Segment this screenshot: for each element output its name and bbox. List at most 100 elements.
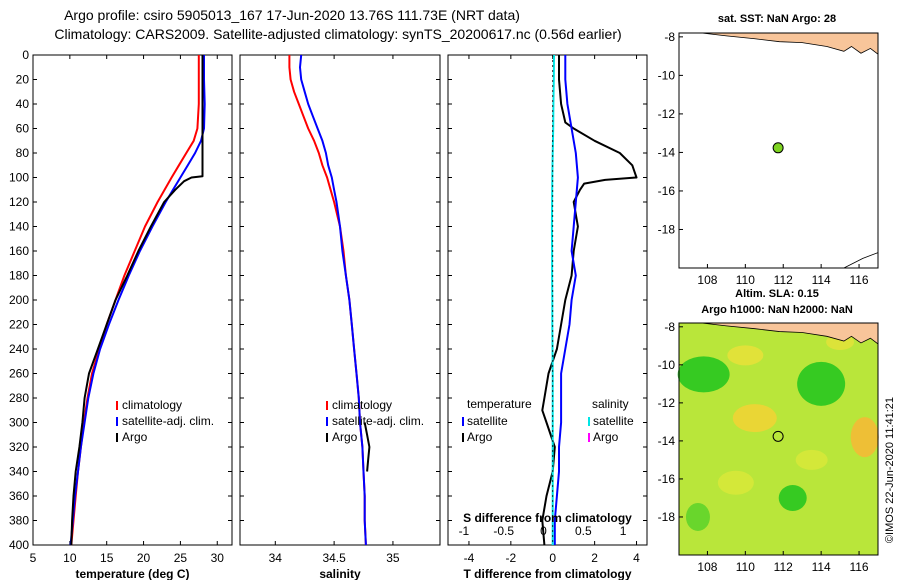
temperature-series-1 (69, 55, 206, 546)
sst-map-ytick-label-5: -18 (658, 222, 676, 236)
sst-map-ytick-label-3: -14 (658, 145, 676, 159)
sla-map-xtick-label-2: 112 (774, 560, 793, 574)
sst-map-xtick-label-4: 116 (849, 273, 868, 287)
depth-tick-label-180: 180 (9, 269, 29, 283)
salinity-plot-frame (239, 54, 441, 546)
depth-tick-label-340: 340 (9, 465, 29, 479)
sst-map-ytick-label-0: -8 (664, 30, 675, 44)
sst-map: sat. SST: NaN Argo: 28 108 110 112 114 116 -8… (658, 13, 879, 287)
difference-legend-temp-label-0: satellite (467, 414, 508, 428)
sla-map-field-blob-5 (850, 417, 879, 458)
sla-map-float-marker (772, 430, 784, 442)
difference-legend-temp-label-1: Argo (467, 430, 493, 444)
sla-map-field-blob-7 (795, 449, 828, 470)
sla-map-field-blob-3 (685, 502, 710, 531)
sla-map-field-blob-0 (677, 356, 730, 393)
sla-map-xtick-label-0: 108 (697, 560, 717, 574)
difference-legend-sal-label-1: Argo (593, 430, 619, 444)
salinity-series-1 (299, 54, 367, 546)
depth-tick-label-40: 40 (16, 97, 30, 111)
difference-legend-temperature-title: temperature (467, 397, 532, 411)
depth-tick-label-200: 200 (9, 293, 29, 307)
sst-map-xtick-label-3: 114 (812, 273, 831, 287)
temperature-xtick-label-1: 10 (63, 551, 77, 565)
salinity-xtick-label-1: 34.5 (322, 551, 346, 565)
sla-map-field-blob-1 (797, 361, 846, 406)
sla-map-ytick-label-3: -14 (658, 434, 676, 448)
salinity-xtick-label-0: 34 (269, 551, 283, 565)
sla-map-field-blob-2 (778, 484, 807, 511)
depth-tick-label-120: 120 (9, 195, 29, 209)
temperature-series-2 (70, 55, 204, 546)
depth-tick-label-260: 260 (9, 367, 29, 381)
sla-map-title-1: Altim. SLA: 0.15 (735, 288, 819, 300)
sst-map-ytick-label-2: -12 (658, 107, 676, 121)
difference-panel: -4 -2 0 2 4T difference from climatology -1 -0… (447, 54, 648, 580)
watermark: ©IMOS 22-Jun-2020 11:41:21 (884, 397, 896, 543)
difference-xtick-label-1: -2 (506, 551, 517, 565)
sla-map-xtick-label-1: 110 (736, 560, 755, 574)
sst-map-ytick-label-4: -16 (658, 184, 676, 198)
depth-tick-label-280: 280 (9, 391, 29, 405)
title-line-2: Climatology: CARS2009. Satellite-adjuste… (54, 26, 621, 42)
difference-stick-label-0: -1 (459, 524, 470, 538)
salinity-xlabel: salinity (319, 567, 361, 580)
depth-tick-label-360: 360 (9, 489, 29, 503)
difference-legend-sal-label-0: satellite (593, 414, 634, 428)
difference-legend-salinity-title: salinity (592, 397, 629, 411)
sla-map-field-blob-6 (727, 345, 764, 366)
difference-xtick-label-0: -4 (464, 551, 475, 565)
salinity-panel: 34 34.5 35 salinity climatology satellite-adj… (239, 54, 441, 580)
temperature-series-0 (70, 55, 200, 546)
salinity-legend-label-0: climatology (332, 398, 392, 412)
depth-tick-label-240: 240 (9, 342, 29, 356)
depth-tick-label-0: 0 (22, 48, 29, 62)
sst-map-xtick-label-1: 110 (736, 273, 755, 287)
sla-map-ytick-label-1: -10 (658, 358, 676, 372)
temperature-panel: 0 20 40 60 80 100 120 140 160 180 200 220 240 260 280 3… (9, 48, 233, 580)
depth-tick-label-160: 160 (9, 244, 29, 258)
depth-tick-label-60: 60 (16, 122, 30, 136)
depth-tick-label-80: 80 (16, 146, 30, 160)
difference-stick-label-3: 0.5 (575, 524, 592, 538)
sla-map-ytick-label-2: -12 (658, 396, 676, 410)
sst-map-frame (678, 32, 879, 269)
difference-xlabel: T difference from climatology (463, 567, 631, 580)
difference-series-1 (553, 55, 579, 545)
salinity-legend-label-1: satellite-adj. clim. (332, 414, 424, 428)
temperature-legend-label-2: Argo (122, 430, 148, 444)
title-line-1: Argo profile: csiro 5905013_167 17-Jun-2… (64, 7, 520, 23)
sla-map-field-blob-4 (732, 404, 777, 433)
sla-map-ytick-label-5: -18 (658, 510, 676, 524)
difference-s-xlabel: S difference from climatology (463, 511, 632, 525)
difference-xtick-label-2: 0 (549, 551, 556, 565)
temperature-xtick-label-3: 20 (137, 551, 151, 565)
depth-tick-label-320: 320 (9, 440, 29, 454)
sst-map-coast-south (843, 252, 879, 269)
temperature-legend-label-1: satellite-adj. clim. (122, 414, 214, 428)
temperature-xtick-label-2: 15 (100, 551, 114, 565)
sla-map-xtick-label-4: 116 (849, 560, 868, 574)
sst-map-title: sat. SST: NaN Argo: 28 (718, 13, 836, 25)
salinity-series-2 (363, 422, 371, 472)
temperature-xtick-label-4: 25 (174, 551, 188, 565)
difference-stick-label-2: 0 (540, 524, 547, 538)
temperature-xtick-label-0: 5 (30, 551, 37, 565)
difference-stick-label-4: 1 (620, 524, 627, 538)
sla-map-frame (678, 322, 879, 556)
temperature-legend-label-0: climatology (122, 398, 182, 412)
sla-map-xtick-label-3: 114 (812, 560, 831, 574)
salinity-xtick-label-2: 35 (386, 551, 400, 565)
difference-stick-label-1: -0.5 (493, 524, 514, 538)
sst-map-xtick-label-0: 108 (697, 273, 717, 287)
salinity-series-0 (288, 55, 367, 546)
sst-map-ytick-label-1: -10 (658, 68, 676, 82)
depth-tick-label-380: 380 (9, 514, 29, 528)
sla-map-ytick-label-0: -8 (664, 320, 675, 334)
depth-tick-label-100: 100 (9, 171, 29, 185)
depth-tick-label-300: 300 (9, 416, 29, 430)
difference-plot-frame (447, 54, 648, 546)
sla-map-field-blob-8 (717, 470, 754, 495)
temperature-xlabel: temperature (deg C) (75, 567, 189, 580)
